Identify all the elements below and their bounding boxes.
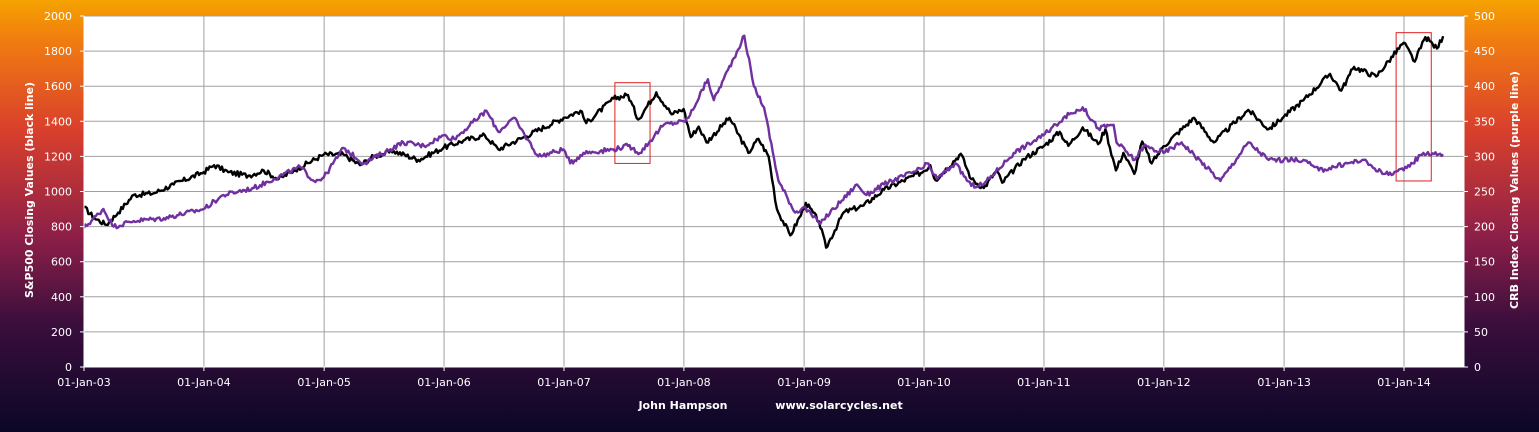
x-tick-label: 01-Jan-13 bbox=[1257, 376, 1311, 389]
y-left-tick-label: 0 bbox=[65, 361, 72, 374]
footer-author: John Hampson bbox=[637, 399, 727, 412]
y-right-tick-label: 400 bbox=[1474, 80, 1495, 93]
y-left-tick-label: 1000 bbox=[44, 186, 72, 199]
x-tick-label: 01-Jan-12 bbox=[1137, 376, 1191, 389]
x-tick-label: 01-Jan-07 bbox=[537, 376, 591, 389]
x-tick-label: 01-Jan-09 bbox=[777, 376, 831, 389]
footer-site: www.solarcycles.net bbox=[775, 399, 902, 412]
x-tick-label: 01-Jan-05 bbox=[297, 376, 351, 389]
x-tick-label: 01-Jan-04 bbox=[177, 376, 231, 389]
y-right-tick-label: 350 bbox=[1474, 115, 1495, 128]
y-left-tick-label: 1600 bbox=[44, 80, 72, 93]
crb-line bbox=[82, 34, 1444, 230]
y-right-tick-label: 150 bbox=[1474, 256, 1495, 269]
y-right-tick-label: 50 bbox=[1474, 326, 1488, 339]
highlight-boxes bbox=[614, 32, 1432, 182]
y-left-tick-label: 200 bbox=[51, 326, 72, 339]
y-left-tick-label: 600 bbox=[51, 256, 72, 269]
y-left-tick-label: 800 bbox=[51, 221, 72, 234]
grid-lines bbox=[83, 15, 1464, 368]
highlight-box bbox=[1395, 32, 1432, 182]
series-lines bbox=[82, 34, 1445, 249]
highlight-box bbox=[614, 82, 651, 164]
y-left-tick-label: 1200 bbox=[44, 150, 72, 163]
y-left-tick-label: 400 bbox=[51, 291, 72, 304]
y-right-tick-label: 200 bbox=[1474, 221, 1495, 234]
x-tick-label: 01-Jan-11 bbox=[1017, 376, 1071, 389]
y-right-tick-label: 0 bbox=[1474, 361, 1481, 374]
x-tick-label: 01-Jan-10 bbox=[897, 376, 951, 389]
x-tick-label: 01-Jan-14 bbox=[1377, 376, 1431, 389]
axes: 0 200 400 600 800 1000 1200 1400 1600 1800 2000 0 50… bbox=[44, 10, 1495, 389]
y-left-tick-label: 1400 bbox=[44, 115, 72, 128]
x-tick-label: 01-Jan-03 bbox=[57, 376, 111, 389]
y-right-tick-label: 450 bbox=[1474, 45, 1495, 58]
y-right-tick-label: 500 bbox=[1474, 10, 1495, 23]
y-right-tick-label: 300 bbox=[1474, 150, 1495, 163]
y-right-tick-label: 250 bbox=[1474, 186, 1495, 199]
x-tick-label: 01-Jan-08 bbox=[657, 376, 711, 389]
y-right-tick-label: 100 bbox=[1474, 291, 1495, 304]
y-left-tick-label: 2000 bbox=[44, 10, 72, 23]
y-axis-right-label: CRB Index Closing Values (purple line) bbox=[1508, 71, 1521, 309]
x-tick-label: 01-Jan-06 bbox=[417, 376, 471, 389]
y-left-tick-label: 1800 bbox=[44, 45, 72, 58]
sp500-line bbox=[83, 35, 1445, 249]
y-axis-left-label: S&P500 Closing Values (black line) bbox=[23, 82, 36, 298]
